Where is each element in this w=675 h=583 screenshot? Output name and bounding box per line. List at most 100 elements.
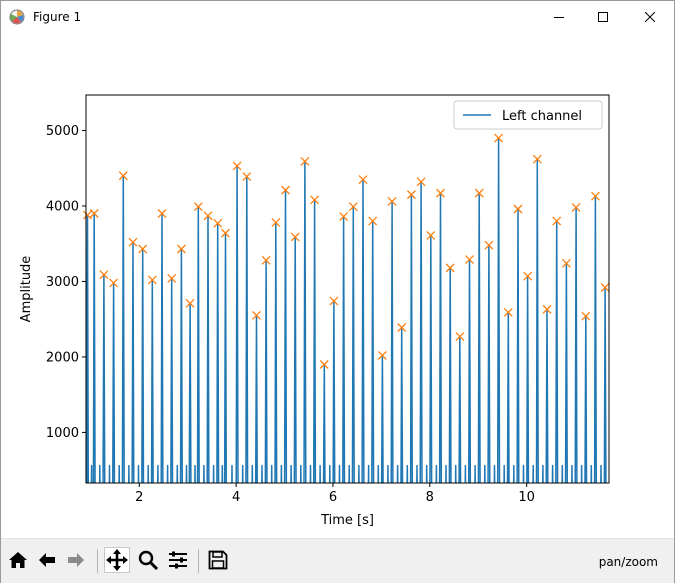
save-button[interactable]: [205, 547, 231, 573]
peak-marker: [251, 310, 261, 320]
matplotlib-figure-icon: [9, 9, 25, 25]
back-button[interactable]: [34, 547, 60, 573]
y-tick-label: 2000: [46, 350, 79, 365]
peak-marker: [436, 188, 445, 198]
peak-marker: [552, 216, 562, 226]
peak-marker: [221, 228, 230, 238]
peak-marker: [590, 191, 600, 201]
legend: Left channel: [453, 100, 603, 130]
y-tick-label: 1000: [46, 426, 79, 441]
peak-marker: [368, 216, 378, 226]
peak-markers: [82, 133, 610, 369]
peak-marker: [387, 196, 397, 206]
peak-marker: [89, 209, 99, 218]
title-bar[interactable]: Figure 1: [1, 1, 674, 33]
peak-marker: [348, 202, 358, 212]
minimize-button[interactable]: [536, 1, 582, 33]
peak-marker: [290, 232, 300, 242]
peak-marker: [416, 177, 426, 187]
peak-marker: [561, 258, 571, 268]
axes-frame: [85, 94, 610, 484]
peak-marker: [523, 271, 533, 281]
peak-marker: [532, 154, 542, 164]
peak-marker: [581, 311, 591, 321]
peak-marker: [329, 296, 339, 306]
peak-marker: [271, 218, 281, 228]
peak-marker: [445, 263, 455, 273]
peak-marker: [281, 185, 290, 195]
peak-marker: [138, 244, 148, 254]
peak-marker: [310, 195, 320, 205]
configure-subplots-icon: [169, 551, 187, 569]
peak-marker: [600, 283, 610, 292]
peak-marker: [167, 273, 177, 283]
x-tick-label: 6: [329, 490, 337, 505]
back-arrow-icon: [39, 553, 55, 567]
pan-move-icon: [106, 549, 128, 571]
peak-marker: [185, 298, 195, 308]
pan-button[interactable]: [104, 547, 130, 573]
peak-marker: [406, 190, 416, 200]
mode-status-text: pan/zoom: [598, 555, 658, 569]
peak-marker: [82, 210, 92, 220]
x-tick-label: 10: [518, 490, 535, 505]
peak-marker: [465, 255, 474, 265]
peak-marker: [358, 175, 368, 185]
y-tick-label: 5000: [46, 124, 79, 139]
peak-marker: [176, 244, 186, 254]
toolbar-separator: [97, 549, 98, 573]
navigation-toolbar: pan/zoom: [1, 538, 674, 583]
legend-label: Left channel: [502, 109, 582, 124]
figure-canvas[interactable]: 2 4 6 8 10 1000 2000 3000 4000 5000 Time [s] Amplit…: [1, 33, 674, 537]
peak-marker: [571, 203, 581, 212]
peak-marker: [474, 188, 484, 198]
peak-marker: [377, 350, 387, 360]
peak-marker: [503, 307, 513, 317]
configure-subplots-button[interactable]: [165, 547, 191, 573]
y-axis-label: Amplitude: [19, 256, 34, 323]
peak-marker: [319, 360, 329, 369]
peak-marker: [484, 240, 494, 250]
peak-marker: [128, 237, 138, 247]
peak-marker: [426, 230, 436, 240]
peak-marker: [118, 171, 128, 181]
maximize-button[interactable]: [580, 1, 626, 33]
home-button[interactable]: [5, 547, 31, 573]
peak-marker: [193, 202, 203, 212]
maximize-icon: [598, 12, 608, 22]
plot-svg[interactable]: 2 4 6 8 10 1000 2000 3000 4000 5000 Time [s] Amplit…: [1, 33, 674, 537]
peak-marker: [397, 323, 407, 332]
signal-line: [86, 137, 607, 483]
x-tick-label: 4: [232, 490, 240, 505]
peak-marker: [513, 204, 523, 214]
peak-marker: [147, 275, 157, 285]
toolbar-separator: [198, 549, 199, 573]
peak-marker: [455, 332, 465, 342]
y-tick-label: 3000: [46, 275, 79, 290]
x-tick-label: 8: [426, 490, 434, 505]
y-tick-label: 4000: [46, 199, 79, 214]
home-icon: [9, 552, 27, 568]
x-tick-label: 2: [135, 490, 143, 505]
window-title: Figure 1: [33, 10, 82, 24]
peak-marker: [242, 172, 252, 181]
forward-button[interactable]: [63, 547, 89, 573]
peak-marker: [261, 255, 271, 265]
peak-marker: [109, 278, 119, 288]
peak-marker: [99, 270, 109, 280]
minimize-icon: [554, 17, 564, 18]
x-axis-label: Time [s]: [320, 513, 374, 528]
peak-marker: [157, 209, 167, 218]
peak-marker: [203, 211, 213, 221]
zoom-magnifier-icon: [138, 550, 159, 571]
peak-marker: [339, 212, 349, 221]
peak-marker: [232, 161, 242, 171]
peak-marker: [542, 304, 552, 314]
peak-marker: [300, 156, 310, 166]
close-button[interactable]: [627, 1, 673, 33]
signal-line-group: [86, 137, 607, 483]
peak-marker: [213, 218, 223, 228]
peak-marker: [494, 133, 504, 143]
zoom-button[interactable]: [135, 547, 161, 573]
